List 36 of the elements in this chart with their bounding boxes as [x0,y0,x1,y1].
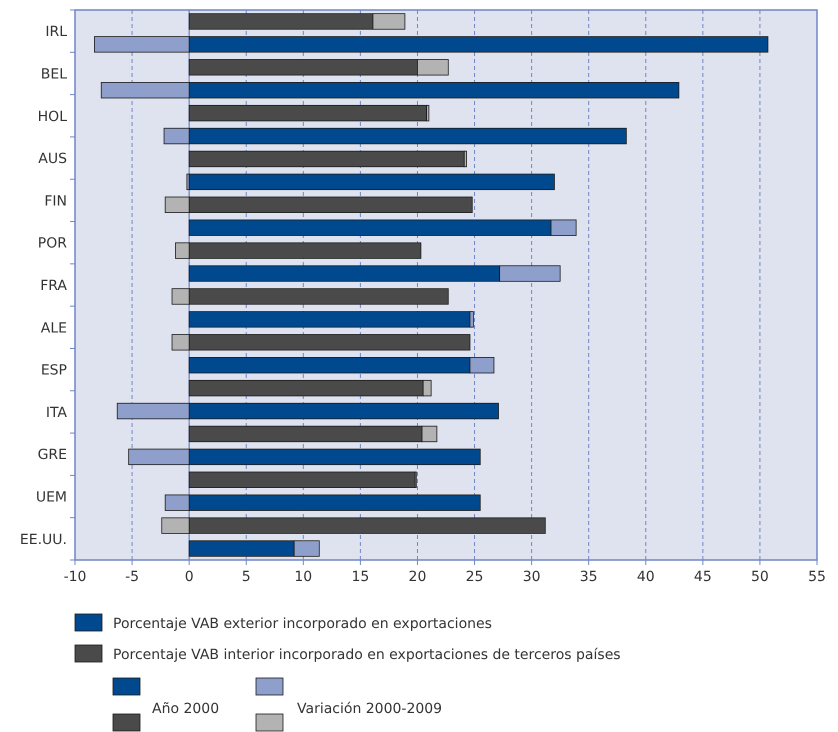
bar [188,174,555,190]
text: ITA [46,404,68,421]
text: FRA [40,278,68,294]
text: AUS [38,151,68,168]
x-tick-label: -5 [125,569,140,585]
x-tick-label: 10 [294,569,312,585]
text: ALE [40,320,67,336]
legend-label: Porcentaje VAB interior incorporado en exportaciones de terceros países [113,647,621,663]
legend-label: Porcentaje VAB exterior incorporado en exportaciones [113,616,492,632]
text: GRE [38,447,67,464]
text: IRL [45,24,68,40]
text: HOL [38,108,68,125]
x-tick-label: 25 [466,569,484,585]
text: EE.UU. [20,532,67,548]
text: FIN [44,193,67,210]
text: ESP [40,362,67,379]
x-tick-label: 15 [351,569,370,585]
x-tick-label: 5 [242,569,251,585]
x-tick-label: -10 [64,569,86,585]
x-tick-label: 30 [522,569,541,585]
x-tick-label: 0 [184,569,194,585]
text: UEM [36,490,67,506]
x-tick-label: 20 [408,569,426,585]
bar [188,150,465,168]
bar [188,104,427,122]
x-tick-label: 50 [751,569,769,585]
x-tick-label: 35 [580,569,598,585]
bar [188,311,470,328]
x-tick-label: 55 [808,569,826,585]
x-tick-label: 40 [636,569,655,585]
text: BEL [40,66,68,82]
x-tick-label: 45 [694,569,712,585]
bar [188,472,416,488]
text: Variación 2000-2009 [297,701,442,717]
text: POR [38,236,68,252]
text: Año 2000 [152,701,220,717]
